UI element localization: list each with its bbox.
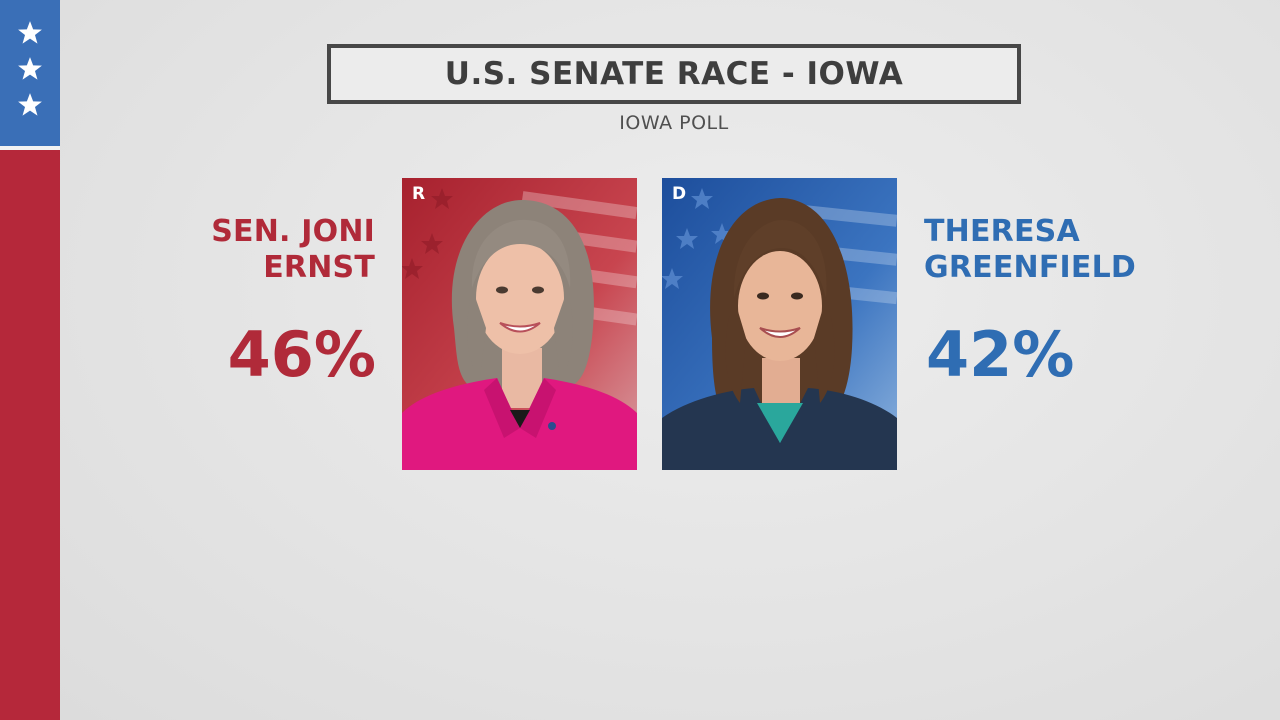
flag-sidebar [0, 0, 60, 720]
star-icon [18, 93, 42, 116]
candidate-name-republican: SEN. JONI ERNST [150, 214, 375, 286]
candidate-portrait-democrat [662, 178, 897, 470]
party-label-democrat: D [672, 184, 687, 204]
candidate-percent-democrat: 42% [926, 318, 1075, 391]
star-icon [18, 21, 42, 44]
candidate-portrait-republican [402, 178, 637, 470]
candidate-percent-republican: 46% [227, 318, 376, 391]
star-icon [18, 57, 42, 80]
candidate-photo-democrat: D [662, 178, 897, 470]
party-label-republican: R [412, 184, 426, 204]
candidate-name-line1: SEN. JONI [211, 214, 375, 249]
poll-subtitle: IOWA POLL [619, 112, 729, 134]
candidate-photo-republican: R [402, 178, 637, 470]
candidate-name-line2: ERNST [263, 250, 375, 285]
title-box: U.S. SENATE RACE - IOWA [327, 44, 1021, 104]
candidate-name-line1: THERESA [924, 214, 1080, 249]
candidate-name-line2: GREENFIELD [924, 250, 1136, 285]
page-title: U.S. SENATE RACE - IOWA [444, 56, 904, 92]
flag-blue-field [0, 0, 60, 146]
flag-red-stripe [0, 150, 60, 720]
candidate-name-democrat: THERESA GREENFIELD [924, 214, 1184, 286]
flag-divider [0, 146, 60, 150]
